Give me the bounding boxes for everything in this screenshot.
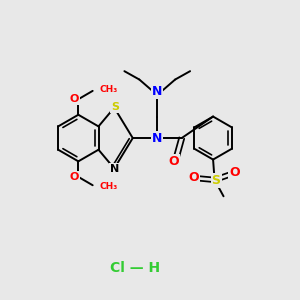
Text: S: S bbox=[212, 174, 220, 187]
Text: N: N bbox=[152, 132, 162, 145]
Text: S: S bbox=[111, 102, 119, 112]
Text: Cl — H: Cl — H bbox=[110, 261, 160, 275]
Text: O: O bbox=[189, 171, 199, 184]
Text: O: O bbox=[70, 172, 79, 182]
Text: N: N bbox=[110, 164, 119, 174]
Text: O: O bbox=[169, 154, 179, 167]
Text: CH₃: CH₃ bbox=[99, 85, 118, 94]
Text: CH₃: CH₃ bbox=[99, 182, 118, 190]
Text: O: O bbox=[70, 94, 79, 104]
Text: N: N bbox=[152, 85, 162, 98]
Text: O: O bbox=[229, 166, 240, 178]
